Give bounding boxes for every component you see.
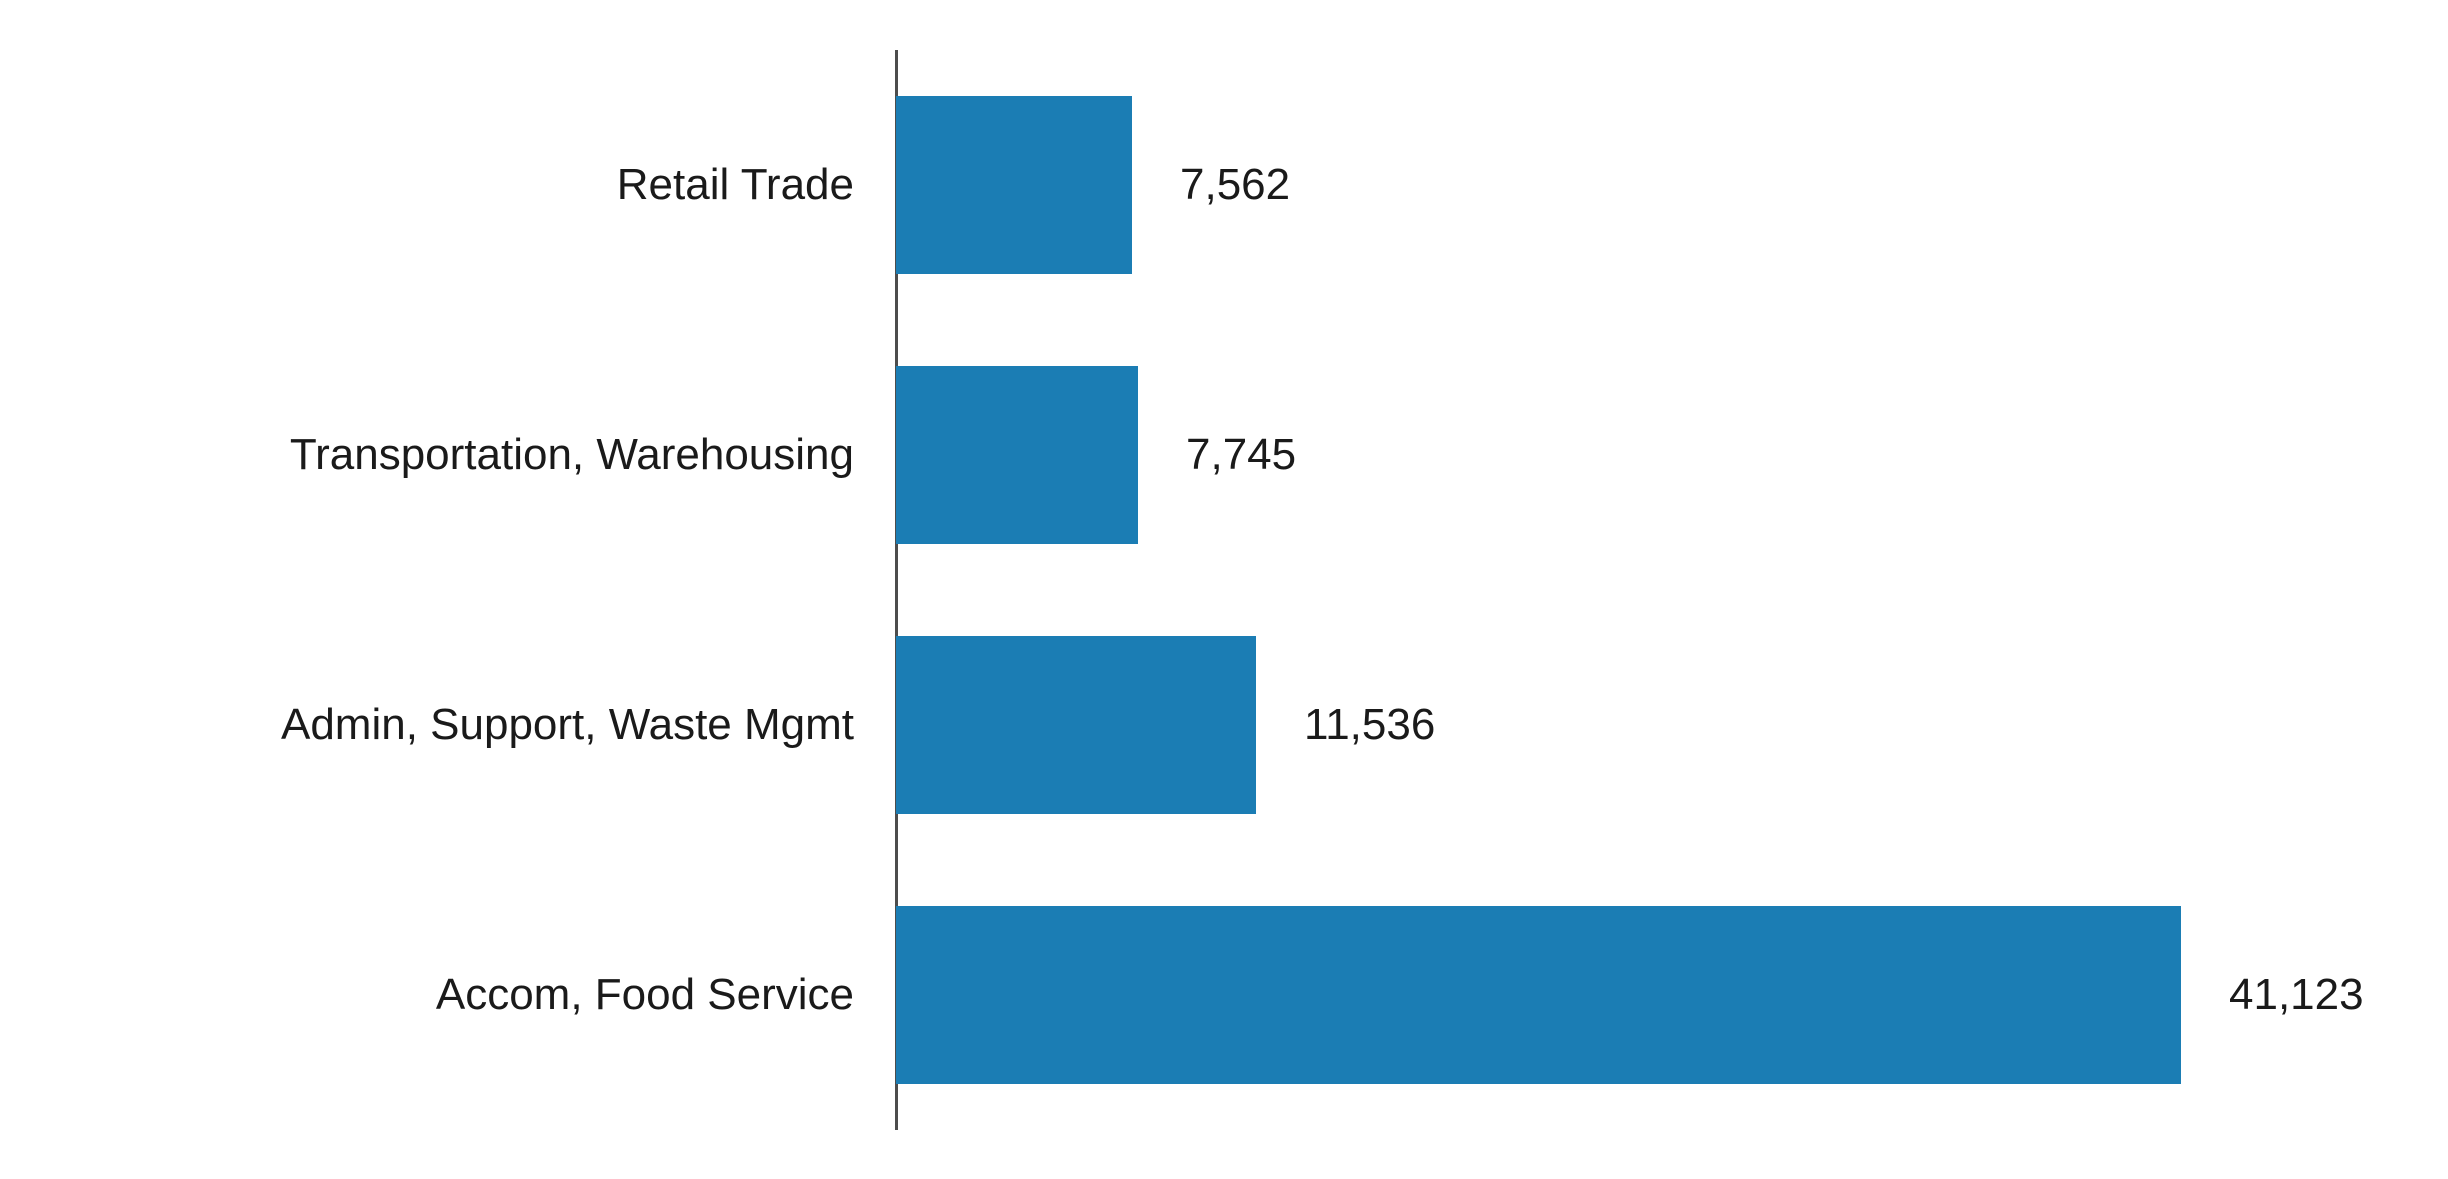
value-label: 11,536 — [1304, 700, 1436, 749]
bar-row: Retail Trade 7,562 — [0, 50, 2448, 320]
bar-area: 7,562 — [896, 50, 2448, 320]
bar-area: 41,123 — [896, 860, 2448, 1130]
category-label: Admin, Support, Waste Mgmt — [280, 699, 854, 749]
bar-area: 7,745 — [896, 320, 2448, 590]
category-label: Retail Trade — [616, 159, 854, 209]
bar — [896, 96, 1132, 274]
bar — [896, 906, 2181, 1084]
bar-row: Admin, Support, Waste Mgmt 11,536 — [0, 590, 2448, 860]
value-label: 7,562 — [1180, 160, 1291, 209]
category-label: Accom, Food Service — [435, 969, 854, 1019]
y-axis-baseline — [895, 50, 898, 1130]
category-label: Transportation, Warehousing — [289, 429, 854, 479]
value-label: 7,745 — [1186, 430, 1297, 479]
bar — [896, 636, 1256, 814]
bar — [896, 366, 1138, 544]
bar-area: 11,536 — [896, 590, 2448, 860]
bar-row: Accom, Food Service 41,123 — [0, 860, 2448, 1130]
bar-row: Transportation, Warehousing 7,745 — [0, 320, 2448, 590]
value-label: 41,123 — [2229, 970, 2364, 1019]
bar-rows: Retail Trade 7,562 Transportation, Wareh… — [0, 50, 2448, 1130]
